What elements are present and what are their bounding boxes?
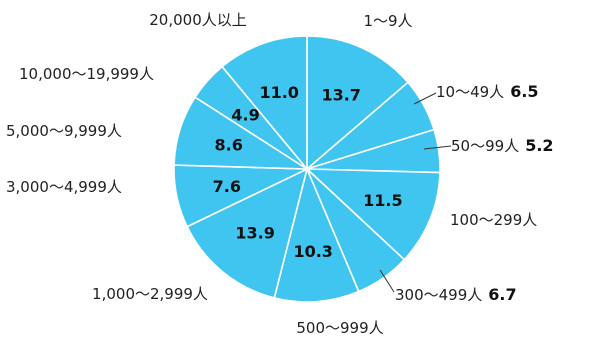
slice-category-label: 5,000〜9,999人 [6,122,122,140]
category-name: 300〜499人 [395,286,482,304]
slice-value-label: 11.0 [259,83,298,102]
pie-slice [306,35,410,171]
category-name: 100〜299人 [450,211,537,229]
slice-value-label: 5.2 [525,136,553,155]
leader-line [413,92,437,105]
pie-slice [304,168,441,261]
slice-category-label: 500〜999人 [296,319,383,337]
slice-category-label: 1〜9人 [363,12,412,30]
slice-category-label: 1,000〜2,999人 [92,285,208,303]
category-name: 10〜49人 [436,83,504,101]
pie-slice [186,167,309,299]
leader-line [379,269,395,293]
slice-category-label: 20,000人以上 [149,11,247,29]
leader-line [423,145,452,150]
category-name: 1,000〜2,999人 [92,285,208,303]
slice-category-label: 10〜49人 6.5 [436,82,539,101]
slice-category-label: 50〜99人 5.2 [451,136,554,155]
category-name: 50〜99人 [451,137,519,155]
slice-category-label: 300〜499人 6.7 [395,285,517,304]
slice-value-label: 13.7 [321,86,360,105]
slice-value-label: 13.9 [235,224,274,243]
category-name: 10,000〜19,999人 [19,65,154,83]
slice-value-label: 7.6 [213,177,241,196]
slice-value-label: 10.3 [293,242,332,261]
slice-category-label: 100〜299人 [450,211,537,229]
slice-category-label: 3,000〜4,999人 [6,178,122,196]
category-name: 1〜9人 [363,12,412,30]
category-name: 20,000人以上 [149,11,247,29]
slice-value-label: 6.7 [488,285,516,304]
slice-category-label: 10,000〜19,999人 [19,65,154,83]
pie-slice [221,35,308,172]
pie-slice [273,166,360,303]
category-name: 5,000〜9,999人 [6,122,122,140]
slice-value-label: 6.5 [510,82,538,101]
category-name: 500〜999人 [296,319,383,337]
slice-value-label: 11.5 [363,191,402,210]
slice-value-label: 4.9 [231,106,259,125]
category-name: 3,000〜4,999人 [6,178,122,196]
slice-value-label: 8.6 [215,136,243,155]
